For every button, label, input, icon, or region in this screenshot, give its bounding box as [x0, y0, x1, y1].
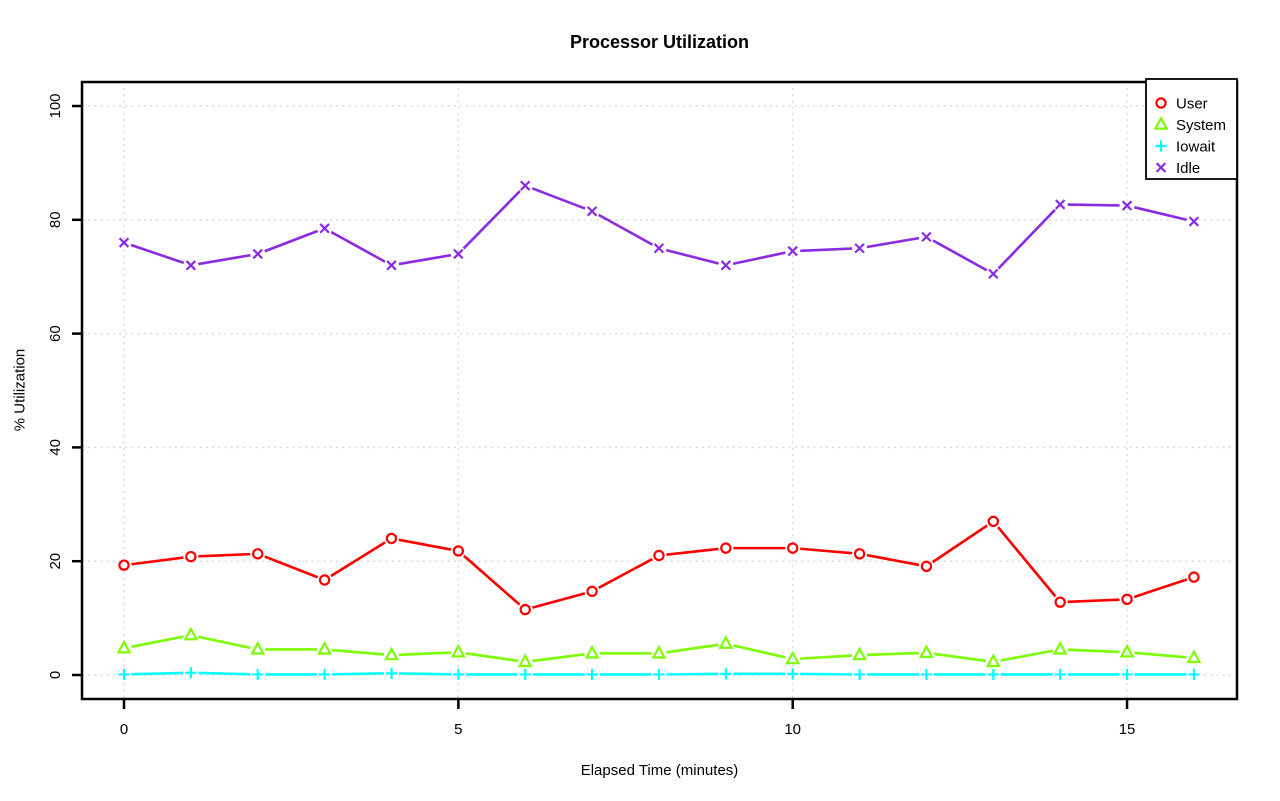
series-system: [116, 626, 1202, 668]
triangle-marker-icon: [785, 650, 801, 665]
y-tick-label: 80: [47, 211, 64, 228]
circle-marker-icon: [252, 548, 264, 560]
circle-marker-icon: [1188, 571, 1200, 583]
x-marker-icon: [386, 260, 397, 271]
legend-label: Iowait: [1176, 139, 1216, 156]
circle-marker-icon: [1054, 596, 1066, 608]
x-tick-label: 0: [120, 721, 128, 738]
plus-marker-icon: [118, 668, 130, 681]
x-marker-icon: [1188, 216, 1200, 227]
plus-marker-icon: [920, 668, 933, 681]
series-iowait: [118, 667, 1200, 681]
triangle-marker-icon: [384, 646, 399, 661]
plot-box: [80, 80, 1239, 701]
triangle-marker-icon: [317, 640, 333, 655]
triangle-marker-icon: [651, 644, 667, 659]
triangle-marker-icon: [517, 653, 533, 668]
plus-marker-icon: [787, 668, 799, 680]
series-user: [118, 515, 1200, 616]
series-idle: [118, 180, 1200, 280]
chart-title: Processor Utilization: [569, 32, 750, 52]
triangle-marker-icon: [116, 639, 132, 654]
x-marker-icon: [586, 206, 598, 217]
plus-marker-icon: [319, 668, 331, 681]
triangle-marker-icon: [1119, 643, 1135, 658]
plus-marker-icon: [519, 668, 531, 681]
x-marker-icon: [453, 248, 464, 260]
x-marker-icon: [854, 243, 865, 254]
tick-labels: 0 5 10 15 0 20 40 60 80 100: [47, 93, 1135, 738]
y-tick-label: 0: [47, 671, 64, 679]
triangle-marker-icon: [918, 644, 934, 659]
x-marker-icon: [653, 243, 665, 254]
x-tick-label: 5: [454, 721, 462, 738]
x-tick-label: 15: [1119, 721, 1136, 738]
x-marker-icon: [921, 231, 932, 243]
x-marker-icon: [319, 223, 330, 234]
plus-marker-icon: [452, 668, 464, 681]
circle-marker-icon: [519, 603, 531, 616]
x-marker-icon: [720, 260, 732, 271]
x-marker-icon: [988, 268, 999, 280]
circle-marker-icon: [118, 559, 130, 571]
triangle-marker-icon: [1186, 649, 1202, 664]
plus-marker-icon: [653, 668, 665, 681]
circle-marker-icon: [1155, 97, 1167, 109]
circle-marker-icon: [920, 560, 933, 573]
x-marker-icon: [252, 248, 263, 260]
triangle-marker-icon: [250, 640, 266, 655]
triangle-marker-icon: [718, 635, 734, 649]
plus-marker-icon: [987, 668, 999, 681]
plus-marker-icon: [385, 667, 398, 679]
plus-marker-icon: [720, 668, 732, 680]
x-marker-icon: [185, 260, 197, 271]
triangle-marker-icon: [584, 644, 600, 659]
circle-marker-icon: [318, 574, 331, 586]
circle-marker-icon: [720, 542, 732, 554]
x-tick-label: 10: [784, 721, 801, 738]
legend-label: User: [1176, 96, 1208, 113]
axis-ticks: [72, 104, 1129, 709]
x-axis-label: Elapsed Time (minutes): [580, 762, 739, 779]
x-marker-icon: [1155, 162, 1167, 173]
y-tick-label: 40: [47, 439, 64, 456]
y-tick-label: 20: [47, 553, 64, 570]
plus-marker-icon: [1121, 668, 1133, 681]
plus-marker-icon: [853, 668, 866, 681]
legend: User System Iowait Idle: [1145, 78, 1238, 180]
triangle-marker-icon: [183, 626, 199, 641]
circle-marker-icon: [385, 532, 398, 545]
legend-label: System: [1176, 117, 1226, 134]
plus-marker-icon: [185, 667, 197, 679]
plus-marker-icon: [252, 668, 264, 681]
plus-marker-icon: [1155, 140, 1167, 152]
circle-marker-icon: [987, 515, 1000, 528]
circle-marker-icon: [1121, 593, 1133, 606]
x-marker-icon: [118, 237, 130, 248]
circle-marker-icon: [586, 585, 598, 598]
triangle-marker-icon: [1153, 115, 1169, 130]
x-marker-icon: [787, 245, 798, 257]
y-tick-label: 100: [47, 93, 64, 118]
plus-marker-icon: [1188, 668, 1200, 681]
circle-marker-icon: [185, 550, 197, 563]
x-marker-icon: [1121, 200, 1133, 211]
triangle-marker-icon: [985, 653, 1001, 668]
legend-label: Idle: [1176, 160, 1200, 177]
triangle-marker-icon: [852, 646, 868, 661]
circle-marker-icon: [653, 549, 665, 562]
circle-marker-icon: [452, 545, 465, 557]
plus-marker-icon: [1054, 668, 1066, 681]
triangle-marker-icon: [450, 643, 466, 658]
x-marker-icon: [1055, 199, 1066, 210]
circle-marker-icon: [853, 548, 866, 560]
x-marker-icon: [520, 180, 531, 191]
triangle-marker-icon: [1052, 640, 1068, 655]
y-tick-label: 60: [47, 325, 64, 342]
circle-marker-icon: [787, 542, 799, 554]
plus-marker-icon: [586, 668, 598, 681]
